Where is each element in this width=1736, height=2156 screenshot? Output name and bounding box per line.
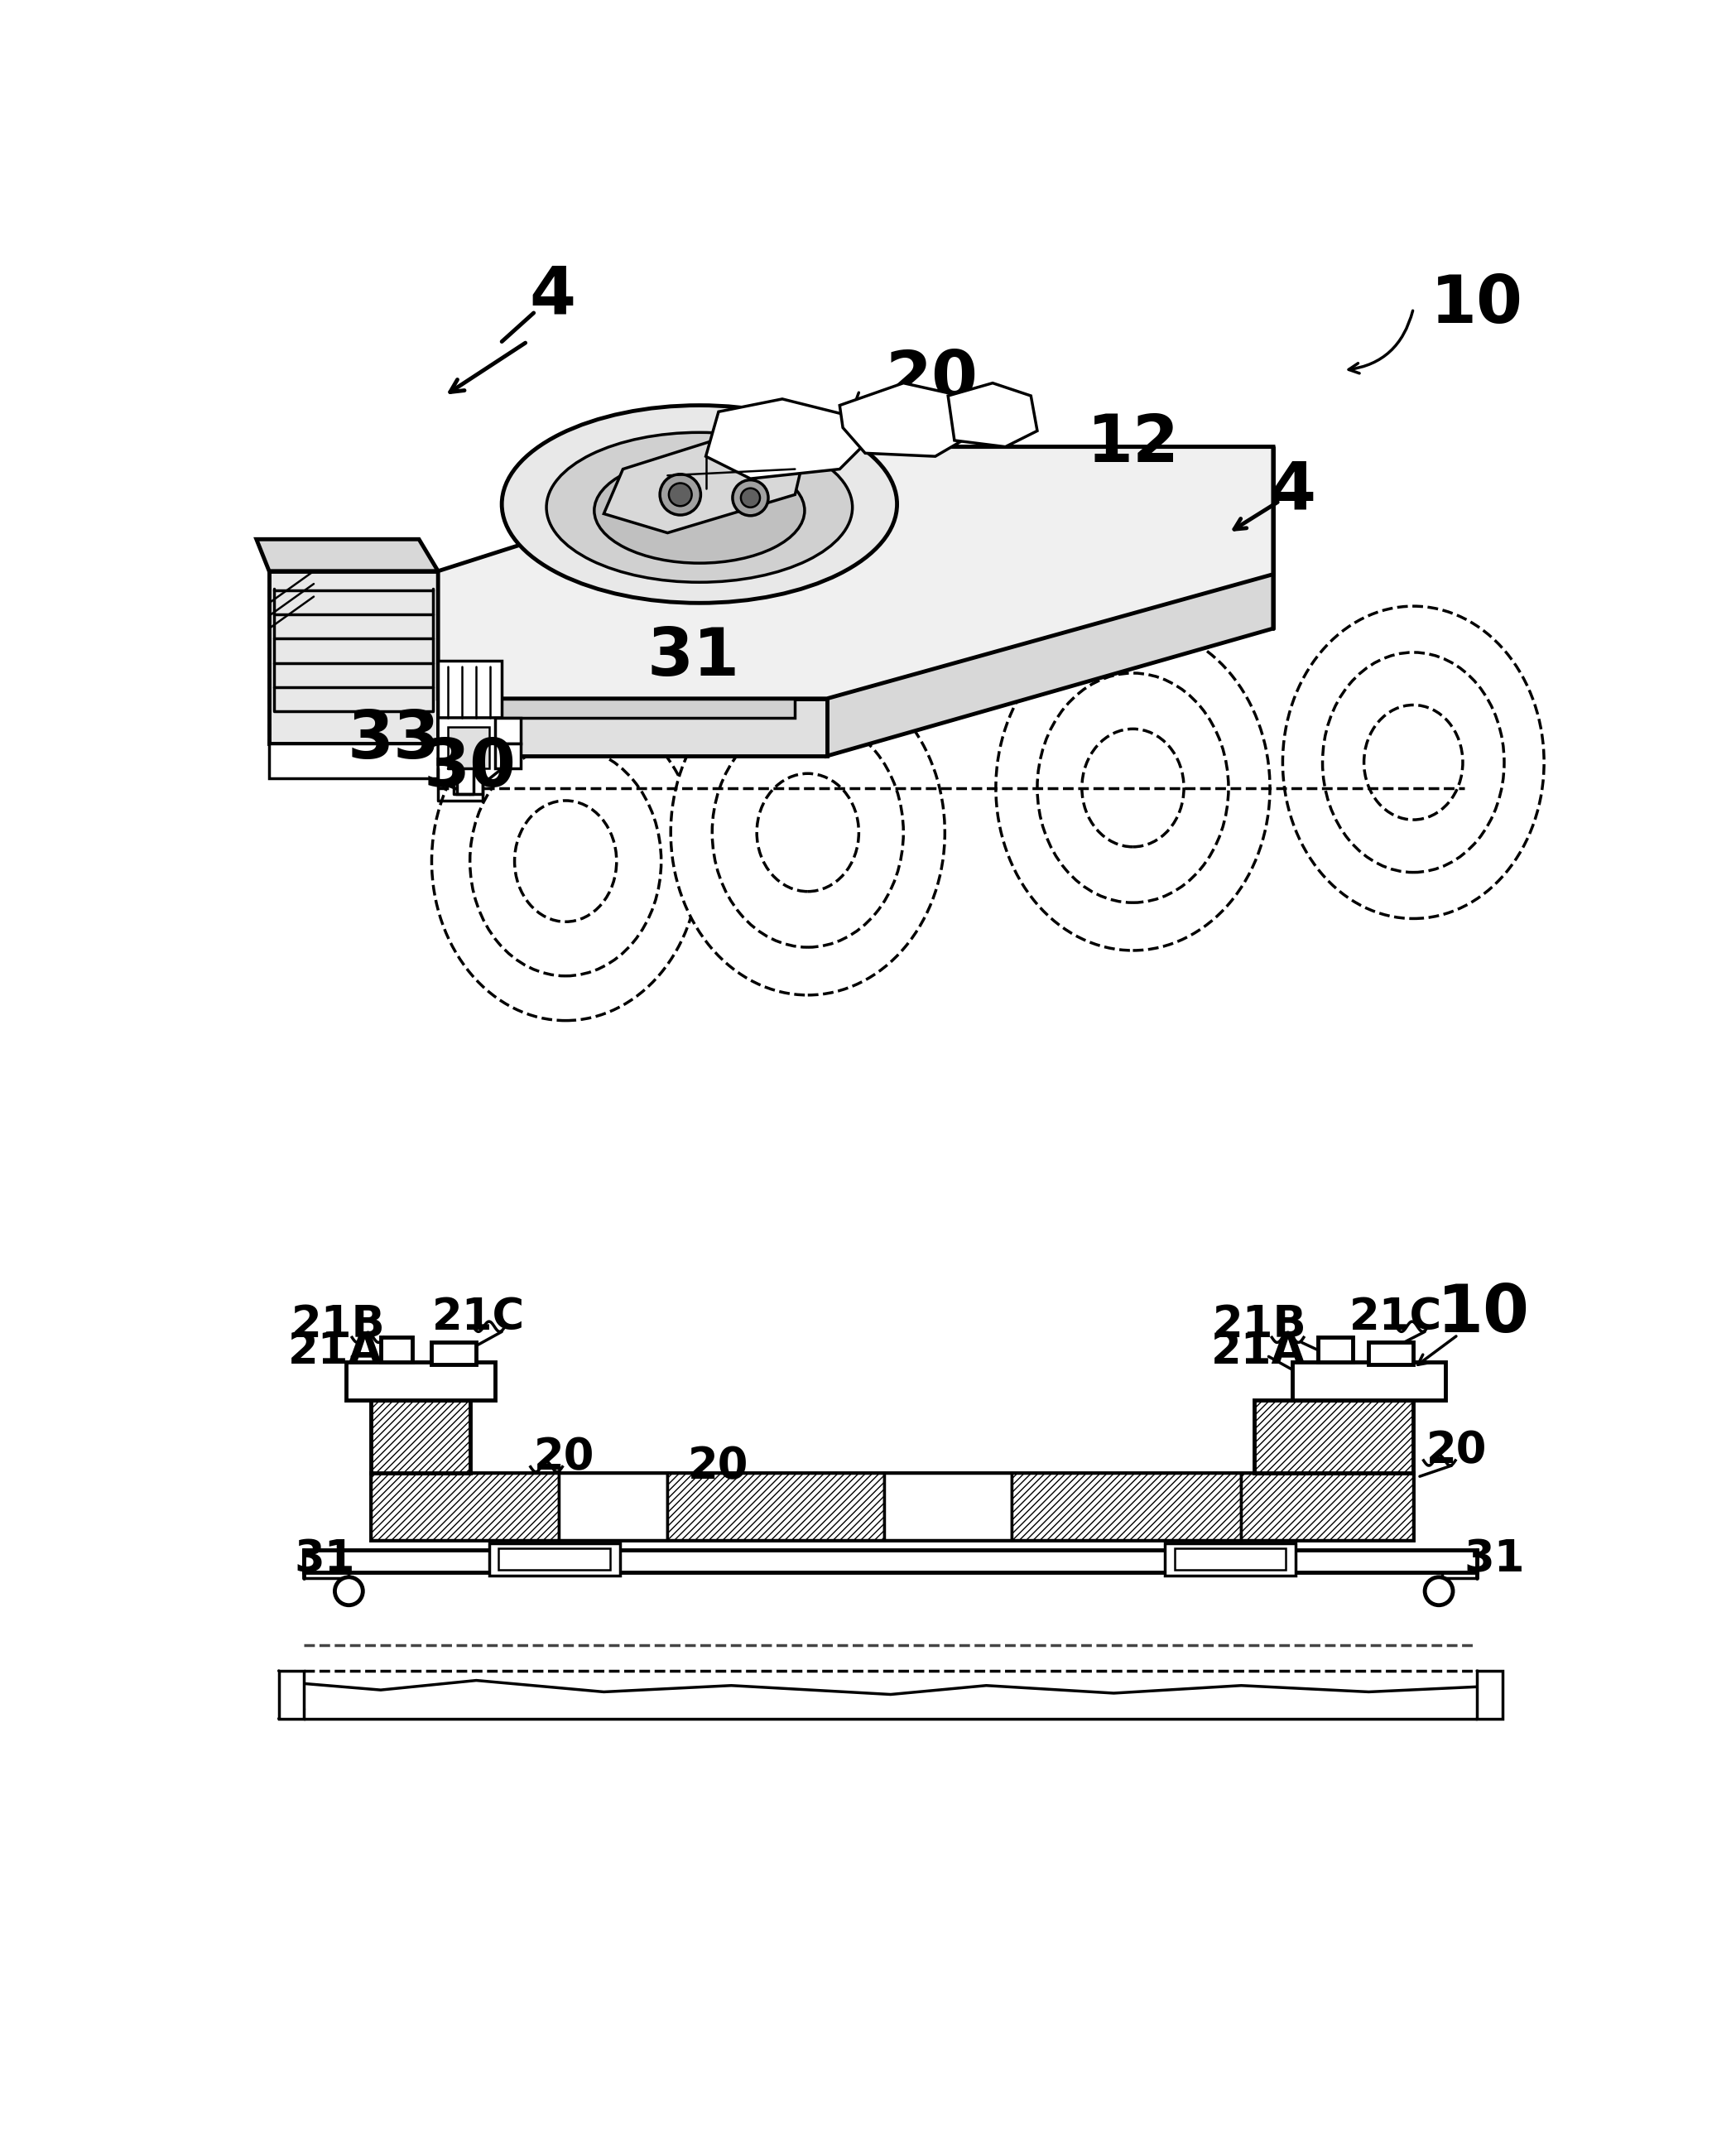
Polygon shape [437,718,502,793]
Polygon shape [279,1671,304,1718]
Text: 31: 31 [295,1537,356,1580]
Circle shape [1425,1578,1453,1606]
Polygon shape [304,1550,1477,1572]
FancyArrowPatch shape [1418,1337,1457,1365]
Polygon shape [707,399,865,479]
Polygon shape [269,571,437,744]
Ellipse shape [670,671,944,996]
Polygon shape [1477,1671,1503,1718]
Text: 20: 20 [687,1445,748,1488]
Ellipse shape [712,718,903,946]
Polygon shape [604,431,807,533]
Ellipse shape [594,457,804,563]
Polygon shape [372,1473,559,1539]
Polygon shape [668,1473,884,1539]
Polygon shape [345,1363,495,1399]
Text: 4: 4 [529,263,576,328]
Polygon shape [1368,1343,1413,1365]
Text: 21B: 21B [1212,1302,1307,1345]
Text: 21C: 21C [1349,1296,1443,1339]
Polygon shape [457,770,483,793]
Polygon shape [490,1544,620,1576]
Polygon shape [495,718,521,744]
Ellipse shape [432,703,700,1020]
Polygon shape [1012,1473,1241,1539]
Text: 31: 31 [1465,1537,1526,1580]
Text: 21A: 21A [288,1330,384,1373]
Text: 21C: 21C [432,1296,524,1339]
Ellipse shape [514,800,616,923]
Circle shape [733,481,769,515]
Polygon shape [495,744,521,770]
Polygon shape [559,1473,668,1539]
Text: 10: 10 [1430,272,1524,336]
Ellipse shape [996,625,1271,951]
Polygon shape [948,384,1038,446]
Polygon shape [1174,1548,1286,1570]
Polygon shape [437,660,502,724]
Ellipse shape [547,433,852,582]
Ellipse shape [1364,705,1463,819]
Circle shape [335,1578,363,1606]
Circle shape [741,487,760,507]
Circle shape [668,483,691,507]
Polygon shape [380,1337,413,1363]
Ellipse shape [1283,606,1543,918]
Text: 12: 12 [1087,412,1179,476]
Polygon shape [1318,1337,1352,1363]
Polygon shape [372,1399,470,1473]
Polygon shape [1165,1544,1295,1576]
Text: 10: 10 [1437,1281,1529,1345]
Polygon shape [1253,1399,1413,1473]
Ellipse shape [1082,729,1184,847]
Polygon shape [826,446,1272,757]
Polygon shape [1292,1363,1446,1399]
Text: 4: 4 [1269,459,1316,524]
Text: 31: 31 [648,625,740,690]
FancyArrowPatch shape [1349,310,1413,373]
Ellipse shape [1323,653,1503,873]
Text: 30: 30 [424,737,516,802]
Text: 33: 33 [347,707,439,772]
Ellipse shape [502,405,898,604]
Text: 21A: 21A [1210,1330,1305,1373]
Polygon shape [840,384,974,457]
Polygon shape [432,1343,476,1365]
Circle shape [660,474,701,515]
Text: 20: 20 [1425,1429,1486,1473]
Ellipse shape [470,746,661,977]
Ellipse shape [757,774,859,890]
Polygon shape [269,744,437,778]
Polygon shape [372,1473,1413,1539]
Ellipse shape [1038,673,1229,903]
Text: 21B: 21B [292,1302,385,1345]
Polygon shape [884,1473,1012,1539]
Text: 20: 20 [885,347,979,412]
Polygon shape [1241,1473,1413,1539]
Polygon shape [437,446,1272,699]
Polygon shape [448,727,490,770]
Polygon shape [437,699,826,757]
Polygon shape [498,1548,609,1570]
Text: 20: 20 [533,1436,594,1479]
Polygon shape [437,699,795,718]
Polygon shape [257,539,437,571]
